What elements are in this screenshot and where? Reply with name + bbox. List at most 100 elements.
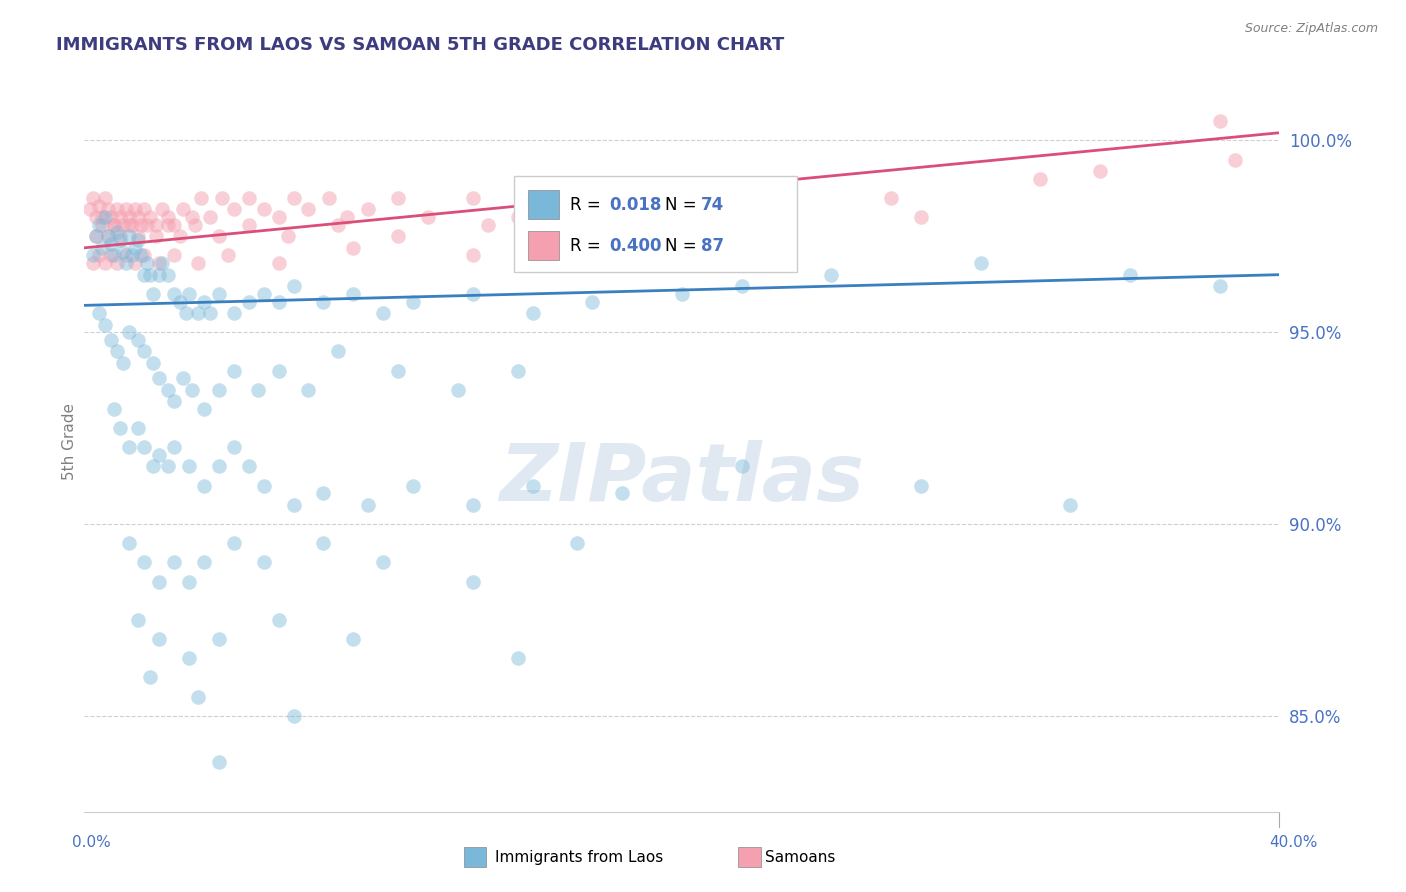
Point xyxy=(142,286,165,301)
Point xyxy=(1223,153,1246,167)
Point xyxy=(222,202,245,217)
Text: 0.0%: 0.0% xyxy=(72,836,111,850)
Text: N =: N = xyxy=(665,237,702,255)
Text: 0.400: 0.400 xyxy=(609,237,662,255)
Point xyxy=(124,241,146,255)
Point xyxy=(127,210,149,224)
Point xyxy=(222,440,245,454)
Point xyxy=(190,191,212,205)
Point xyxy=(387,229,409,244)
Text: 87: 87 xyxy=(700,237,724,255)
Text: R =: R = xyxy=(569,237,606,255)
Point xyxy=(328,218,350,232)
Point xyxy=(132,344,156,359)
Point xyxy=(100,237,122,252)
Point xyxy=(148,632,170,646)
Point xyxy=(342,632,364,646)
Point xyxy=(283,708,305,723)
Point xyxy=(193,294,215,309)
Point xyxy=(157,459,180,474)
Point xyxy=(1119,268,1142,282)
Point xyxy=(402,294,425,309)
Point xyxy=(163,286,186,301)
Point xyxy=(177,459,200,474)
Point xyxy=(174,306,197,320)
Point xyxy=(89,199,111,213)
Point xyxy=(238,459,260,474)
Point xyxy=(177,574,200,589)
Point xyxy=(283,191,305,205)
Point xyxy=(100,333,122,347)
Point xyxy=(198,210,221,224)
Point xyxy=(163,248,186,262)
Point xyxy=(461,574,484,589)
Point xyxy=(121,218,143,232)
Point xyxy=(581,218,603,232)
Point xyxy=(731,459,754,474)
Point xyxy=(328,344,350,359)
Point xyxy=(132,555,156,569)
Point xyxy=(211,191,233,205)
Point xyxy=(157,218,180,232)
Point xyxy=(208,286,231,301)
Text: IMMIGRANTS FROM LAOS VS SAMOAN 5TH GRADE CORRELATION CHART: IMMIGRANTS FROM LAOS VS SAMOAN 5TH GRADE… xyxy=(56,36,785,54)
Point xyxy=(297,202,319,217)
Point xyxy=(373,555,395,569)
Point xyxy=(97,202,120,217)
Point xyxy=(312,536,335,550)
Point xyxy=(157,383,180,397)
Point xyxy=(238,191,260,205)
Point xyxy=(150,256,173,270)
Point xyxy=(267,613,290,627)
Point xyxy=(145,218,167,232)
Point xyxy=(193,401,215,416)
Point xyxy=(105,256,128,270)
Point xyxy=(181,210,204,224)
Y-axis label: 5th Grade: 5th Grade xyxy=(62,403,77,480)
Point xyxy=(150,202,173,217)
Point xyxy=(217,248,239,262)
Point xyxy=(402,478,425,492)
Point xyxy=(357,202,380,217)
Point xyxy=(177,651,200,665)
Point xyxy=(118,229,141,244)
Point xyxy=(253,202,276,217)
Point xyxy=(148,371,170,385)
Point xyxy=(1209,114,1232,128)
Point xyxy=(94,191,117,205)
Point xyxy=(177,286,200,301)
Point xyxy=(506,651,529,665)
Text: Samoans: Samoans xyxy=(765,850,835,864)
Point xyxy=(136,256,159,270)
Point xyxy=(373,306,395,320)
Point xyxy=(910,478,932,492)
Point xyxy=(145,229,167,244)
Point xyxy=(103,248,125,262)
Point xyxy=(267,210,290,224)
Point xyxy=(461,498,484,512)
Point xyxy=(115,248,138,262)
Text: Source: ZipAtlas.com: Source: ZipAtlas.com xyxy=(1244,22,1378,36)
Point xyxy=(118,440,141,454)
Point xyxy=(283,279,305,293)
Point xyxy=(86,229,108,244)
Point xyxy=(103,401,125,416)
Point xyxy=(94,318,117,332)
Point xyxy=(1029,171,1052,186)
Point xyxy=(387,363,409,377)
Point xyxy=(297,383,319,397)
Point xyxy=(112,356,135,370)
Point xyxy=(100,210,122,224)
Point xyxy=(277,229,299,244)
Point xyxy=(187,690,209,704)
Point xyxy=(97,229,120,244)
Point xyxy=(94,210,117,224)
Point xyxy=(94,256,117,270)
Point xyxy=(127,233,149,247)
Point xyxy=(184,218,207,232)
Point xyxy=(172,202,194,217)
Point xyxy=(761,191,783,205)
Point xyxy=(267,294,290,309)
Point xyxy=(86,229,108,244)
Point xyxy=(193,478,215,492)
